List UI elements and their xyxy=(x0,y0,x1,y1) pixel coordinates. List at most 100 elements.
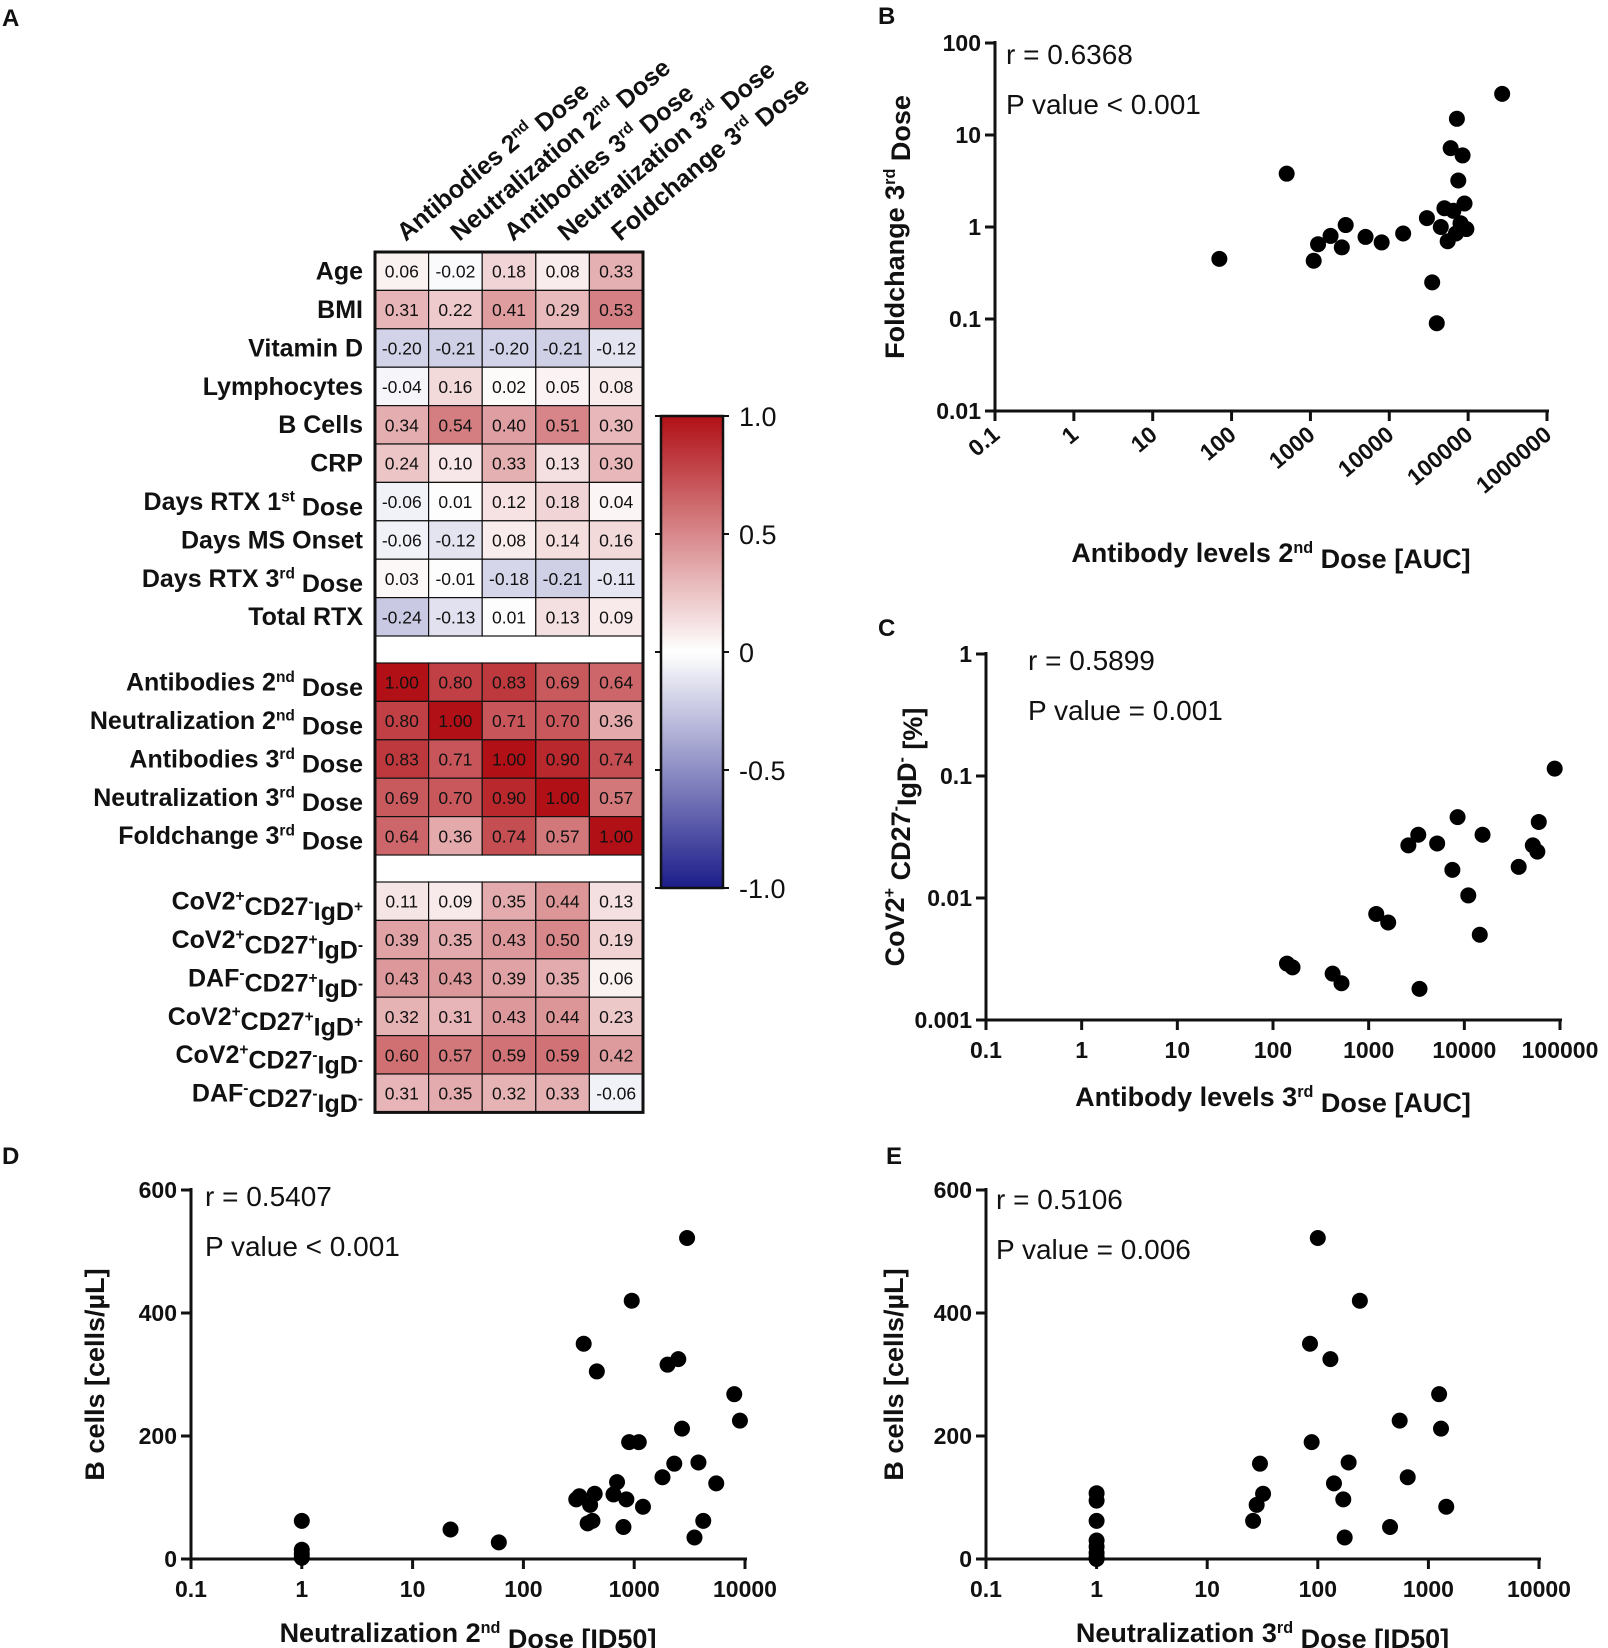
x-tick-label: 100000 xyxy=(1402,421,1478,490)
heatmap-cell-value: 0.71 xyxy=(438,750,472,770)
heatmap-cell-value: 1.00 xyxy=(438,711,472,731)
heatmap-cell-value: -0.12 xyxy=(596,339,636,359)
heatmap-cell-value: 0.30 xyxy=(599,415,633,435)
heatmap-cell xyxy=(428,815,483,856)
heatmap-cell-value: 0.18 xyxy=(546,492,580,512)
y-tick-label: 200 xyxy=(934,1423,972,1449)
heatmap-cell-value: 0.08 xyxy=(492,531,526,551)
x-tick-label: 1000 xyxy=(609,1576,660,1602)
heatmap-cell-value: -0.20 xyxy=(489,339,529,359)
data-point xyxy=(1460,887,1477,904)
heatmap-cell-value: 0.40 xyxy=(492,415,526,435)
data-point xyxy=(726,1386,743,1403)
data-point xyxy=(1432,219,1449,235)
x-tick-label: 0.1 xyxy=(963,421,1004,462)
x-tick-label: 10000 xyxy=(713,1576,777,1602)
heatmap-cell xyxy=(535,919,590,960)
heatmap-cell-value: 0.80 xyxy=(438,673,472,693)
heatmap-cell-value: 1.00 xyxy=(599,826,633,846)
panel-letter-e: E xyxy=(886,1143,902,1170)
heatmap-cell xyxy=(535,596,590,637)
heatmap-cell-value: 0.59 xyxy=(492,1045,526,1065)
heatmap-cell-value: 0.34 xyxy=(385,415,419,435)
y-tick-label: 0 xyxy=(959,1546,972,1572)
heatmap-cell-value: 0.69 xyxy=(385,788,419,808)
x-tick-label: 1 xyxy=(295,1576,308,1602)
data-point xyxy=(618,1491,635,1508)
heatmap-cell-value: -0.21 xyxy=(543,339,583,359)
heatmap-cell-value: -0.18 xyxy=(489,569,529,589)
data-point xyxy=(586,1485,603,1502)
data-point xyxy=(1494,85,1511,102)
heatmap-cell-value: 1.00 xyxy=(546,788,580,808)
heatmap-cell-value: 0.09 xyxy=(438,892,472,912)
y-tick-label: 0.1 xyxy=(949,306,981,332)
y-tick-label: 600 xyxy=(934,1177,972,1203)
heatmap-cell-value: 0.71 xyxy=(492,711,526,731)
x-tick-label: 0.1 xyxy=(175,1576,207,1602)
panel-letter-b: B xyxy=(878,3,895,30)
heatmap-cell xyxy=(588,996,644,1037)
heatmap-cell-value: 0.32 xyxy=(492,1084,526,1104)
heatmap-cell-value: 0.43 xyxy=(492,1007,526,1027)
heatmap-cell xyxy=(428,919,483,960)
x-tick-label: 1000 xyxy=(1403,1576,1454,1602)
heatmap-cell xyxy=(428,881,483,922)
heatmap-cell-value: 0.83 xyxy=(492,673,526,693)
data-point xyxy=(442,1521,459,1538)
x-tick-label: 10 xyxy=(400,1576,426,1602)
heatmap-row-label: Antibodies 3rd Dose xyxy=(129,745,363,778)
x-tick-label: 100 xyxy=(1299,1576,1337,1602)
heatmap-row-label: Days RTX 1st Dose xyxy=(144,488,364,521)
heatmap-cell-value: -0.11 xyxy=(597,569,636,589)
heatmap-cell-value: 0.59 xyxy=(546,1045,580,1065)
data-point xyxy=(1278,165,1295,182)
heatmap-row-label: CoV2+CD27+IgD- xyxy=(172,926,363,964)
heatmap-cell-value: 0.16 xyxy=(599,531,633,551)
heatmap-cell xyxy=(428,958,483,998)
panel-a-heatmap: A Age 0.06 -0.02 0.18 0.08 0.33 BMI 0.31 0.22 0.41… xyxy=(2,5,815,1118)
heatmap-row-label: BMI xyxy=(317,296,363,324)
heatmap-cell xyxy=(535,662,590,703)
data-point xyxy=(1309,1229,1326,1246)
heatmap-cell xyxy=(374,739,430,779)
data-point xyxy=(1448,110,1465,127)
data-point xyxy=(1337,217,1354,234)
data-point xyxy=(1442,140,1459,157)
correlation-r: r = 0.5407 xyxy=(205,1181,332,1212)
heatmap-cell xyxy=(588,596,644,637)
p-value: P value < 0.001 xyxy=(205,1231,400,1262)
p-value: P value = 0.001 xyxy=(1028,695,1223,726)
heatmap-cell-value: 0.33 xyxy=(546,1084,580,1104)
data-point xyxy=(1449,809,1466,826)
x-axis-label: Neutralization 3rd Dose [ID50] xyxy=(1076,1618,1449,1648)
data-point xyxy=(490,1534,507,1551)
heatmap-cell xyxy=(481,815,537,856)
data-point xyxy=(1303,1434,1320,1451)
data-point xyxy=(605,1486,622,1503)
heatmap-cell-value: 0.04 xyxy=(599,492,633,512)
data-point xyxy=(1284,959,1301,976)
heatmap-cell-value: 0.14 xyxy=(546,531,580,551)
heatmap-cell-value: 0.39 xyxy=(492,969,526,989)
heatmap-cell-value: 0.36 xyxy=(599,711,633,731)
heatmap-cell-value: 0.31 xyxy=(385,300,419,320)
heatmap-cell-value: 0.13 xyxy=(546,607,580,627)
heatmap-row-label: Lymphocytes xyxy=(203,373,363,401)
data-point xyxy=(1373,234,1390,251)
x-tick-label: 1 xyxy=(1090,1576,1103,1602)
heatmap-row-label: Foldchange 3rd Dose xyxy=(118,822,363,855)
y-tick-label: 600 xyxy=(139,1177,177,1203)
heatmap-cell-value: 0.64 xyxy=(599,673,633,693)
heatmap-cell-value: -0.06 xyxy=(596,1084,636,1104)
heatmap-cell xyxy=(588,815,644,856)
heatmap-cell-value: 0.02 xyxy=(492,377,526,397)
x-tick-label: 10 xyxy=(1126,421,1162,457)
data-point xyxy=(1395,225,1412,242)
y-tick-label: 1 xyxy=(968,214,981,240)
data-point xyxy=(1454,147,1471,164)
data-point xyxy=(588,1363,605,1380)
y-axis-label: CoV2+ CD27-IgD- [%] xyxy=(880,708,928,967)
y-tick-label: 100 xyxy=(943,30,981,56)
panel-d-scatter: D 0 200 400 600 0.1 1 10 100 1000 10000 Neutralizat… xyxy=(2,1143,777,1648)
